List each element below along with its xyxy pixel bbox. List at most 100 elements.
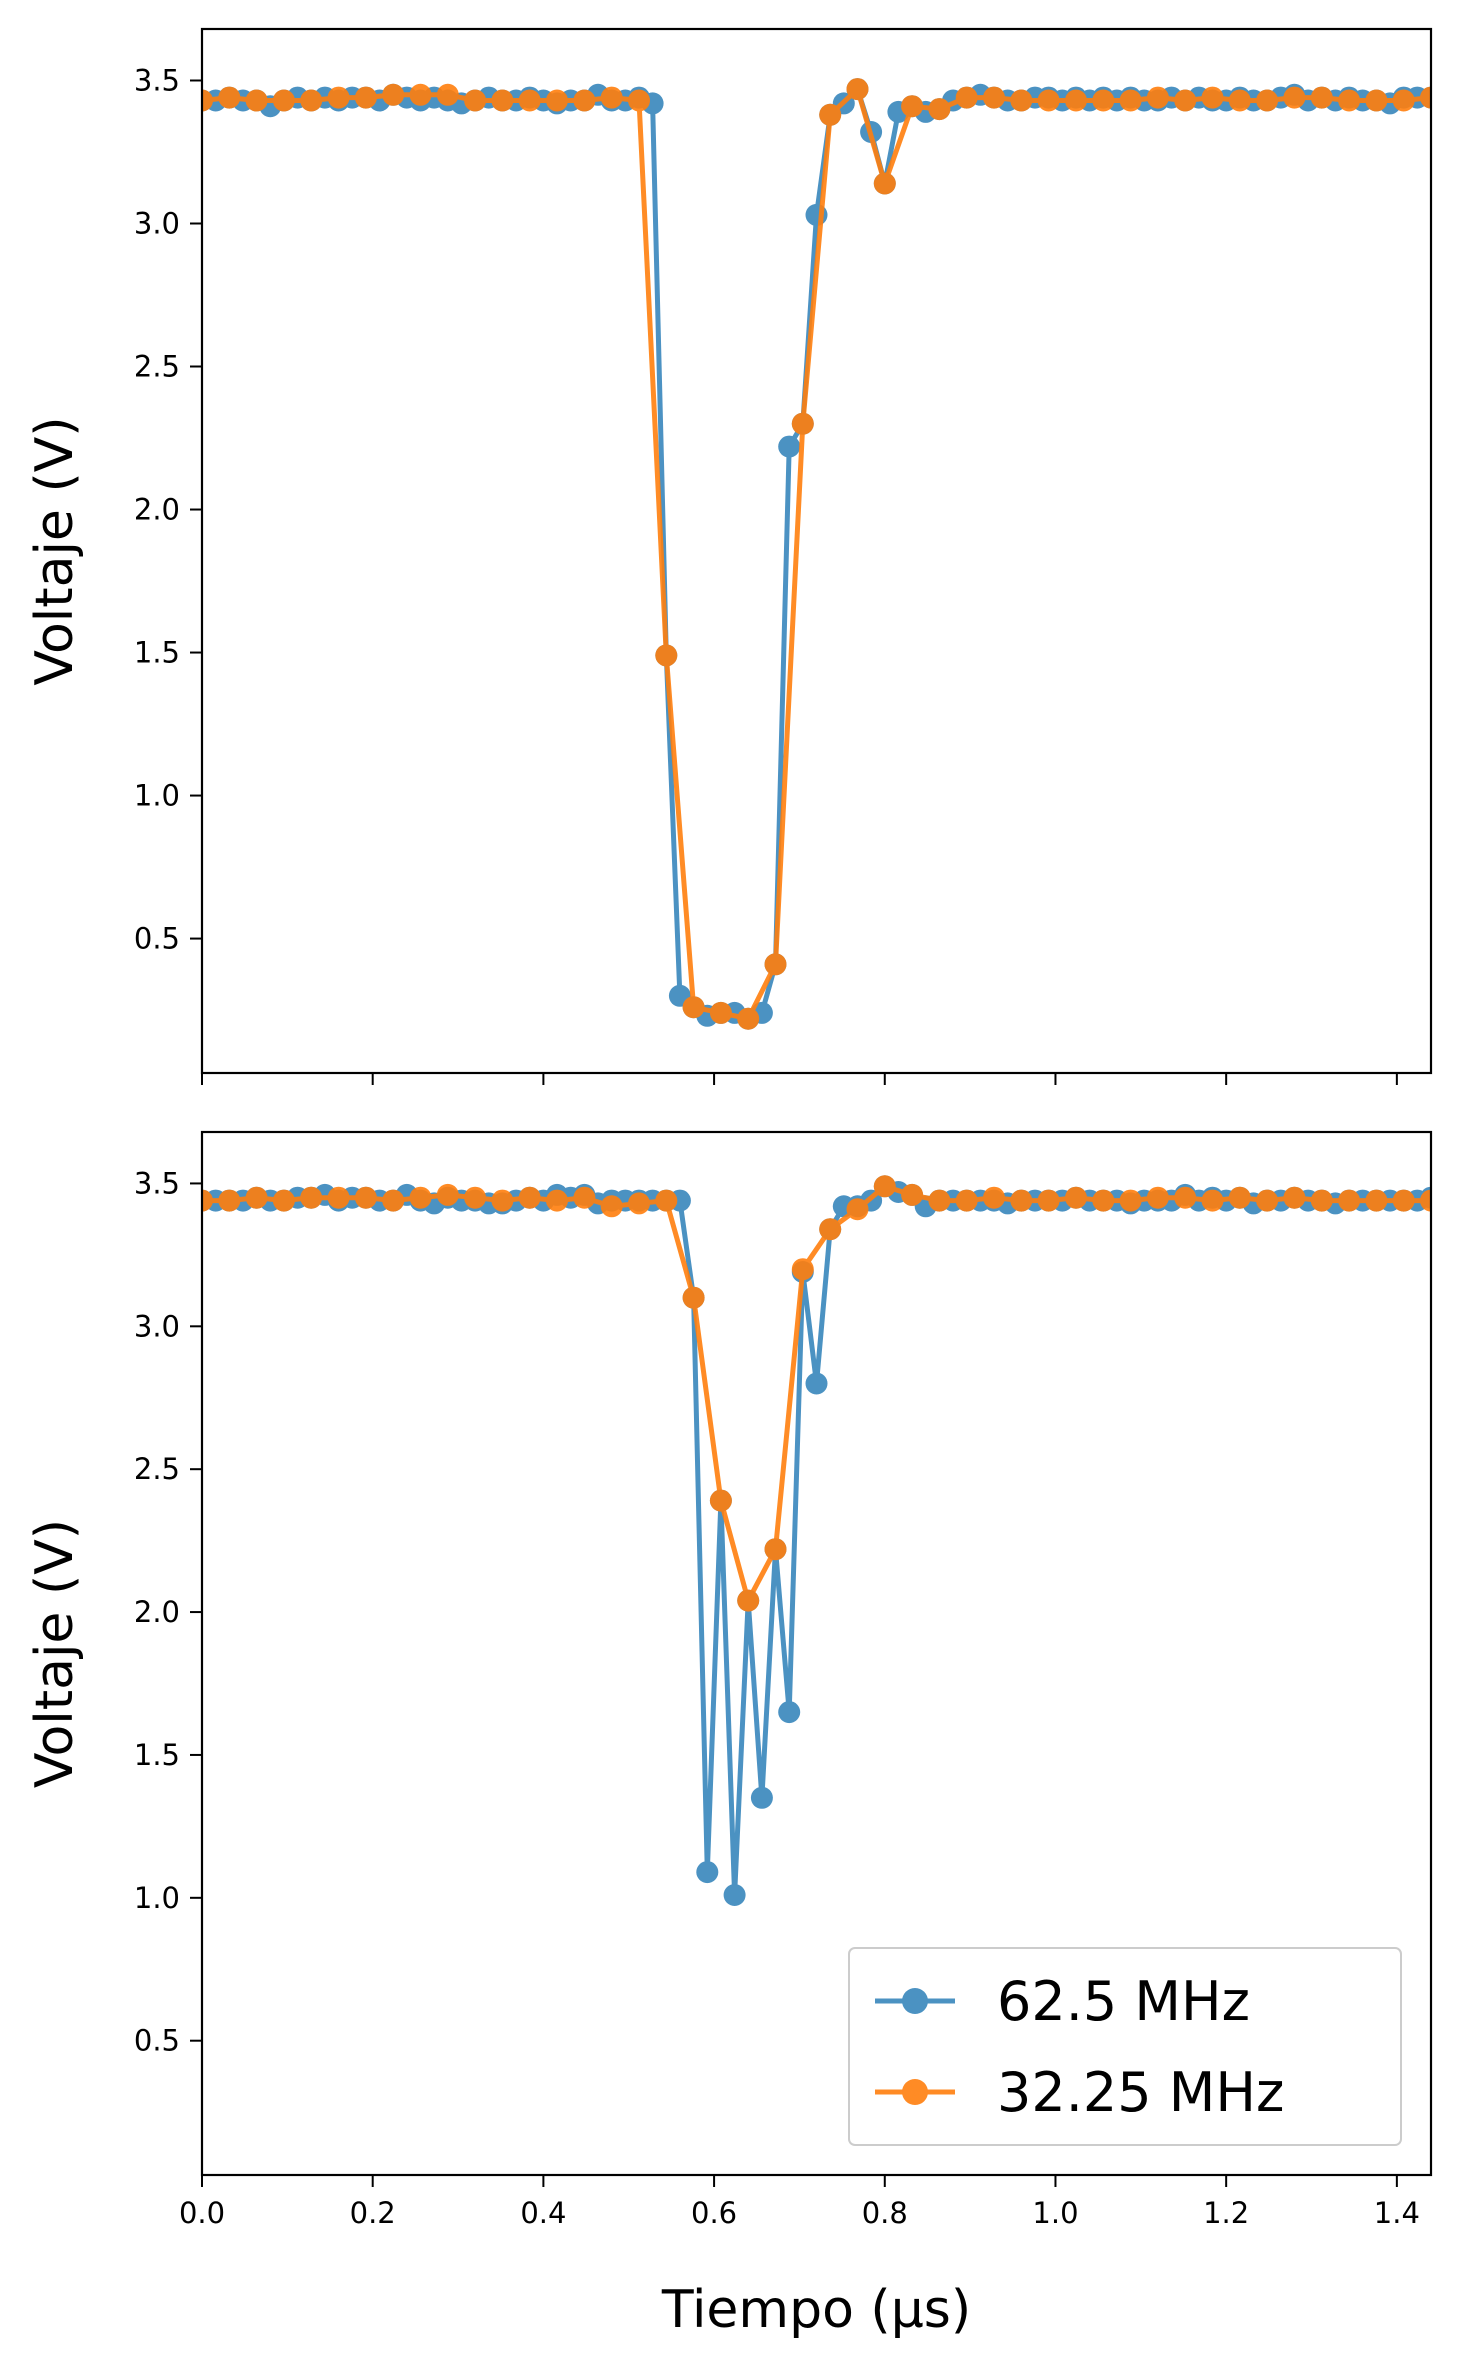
series-line	[202, 1183, 1431, 1898]
data-point	[600, 86, 623, 109]
data-point	[245, 89, 268, 112]
series-1	[202, 78, 1431, 1030]
data-point	[300, 1186, 323, 1209]
data-point	[791, 1258, 814, 1281]
data-point	[491, 1189, 514, 1212]
data-point	[709, 1001, 732, 1024]
data-point	[218, 1189, 241, 1212]
data-point	[202, 1189, 213, 1212]
series-line	[202, 86, 1431, 1022]
data-point	[518, 1186, 541, 1209]
plot-area	[202, 78, 1431, 1030]
data-point	[955, 1189, 978, 1212]
data-point	[709, 1489, 732, 1512]
series-line	[202, 1183, 1431, 1604]
data-point	[819, 103, 842, 126]
data-point	[1010, 89, 1033, 112]
x-axis-label: Tiempo (μs)	[661, 2280, 971, 2340]
y-tick-label: 3.0	[134, 206, 180, 240]
data-point	[272, 89, 295, 112]
legend-box	[848, 1947, 1402, 2146]
data-point	[1283, 86, 1306, 109]
data-point	[750, 1786, 773, 1809]
series-2	[202, 78, 1431, 1030]
data-point	[1119, 89, 1142, 112]
data-point	[1338, 1189, 1361, 1212]
x-tick-label: 0.6	[691, 2196, 737, 2230]
y-tick-label: 3.0	[134, 1309, 180, 1343]
x-tick-label: 1.0	[1032, 2196, 1078, 2230]
legend: 62.5 MHz 32.25 MHz	[848, 1947, 1402, 2146]
data-point	[655, 644, 678, 667]
data-point	[1283, 1186, 1306, 1209]
data-point	[1392, 1189, 1415, 1212]
data-point	[955, 86, 978, 109]
data-point	[382, 83, 405, 106]
data-point	[573, 89, 596, 112]
x-tick-label: 1.2	[1203, 2196, 1249, 2230]
y-axis-label: Voltaje (V)	[25, 416, 85, 685]
data-point	[1392, 89, 1415, 112]
data-point	[901, 95, 924, 118]
data-point	[628, 89, 650, 112]
data-point	[778, 1701, 801, 1724]
y-tick-label: 3.5	[134, 1166, 180, 1200]
data-point	[928, 1189, 951, 1212]
data-point	[491, 89, 514, 112]
data-point	[873, 172, 896, 195]
data-point	[382, 1189, 405, 1212]
data-point	[1365, 89, 1388, 112]
data-point	[202, 89, 213, 112]
plot-area	[202, 1175, 1431, 1906]
data-point	[354, 86, 377, 109]
data-point	[1146, 1186, 1169, 1209]
y-axis-label: Voltaje (V)	[25, 1519, 85, 1788]
panel-1: 0.5 1.0 1.5 2.0 2.5 3.0 3.5 Voltaje (V)	[25, 27, 1433, 1085]
data-point	[300, 89, 323, 112]
series-1	[202, 1175, 1431, 1906]
legend-entry	[875, 1988, 955, 2014]
data-point	[1201, 1189, 1224, 1212]
data-point	[846, 78, 869, 101]
data-point	[354, 1186, 377, 1209]
data-point	[1420, 1189, 1431, 1212]
data-point	[464, 89, 487, 112]
data-point	[737, 1007, 760, 1030]
data-point	[600, 1195, 623, 1218]
data-point	[1365, 1189, 1388, 1212]
data-point	[764, 953, 787, 976]
data-point	[928, 98, 951, 121]
data-point	[1256, 89, 1279, 112]
data-point	[1146, 86, 1169, 109]
data-point	[723, 1884, 746, 1906]
y-tick-label: 2.5	[134, 1452, 180, 1486]
data-point	[1037, 1189, 1060, 1212]
data-point	[805, 1372, 828, 1395]
data-point	[409, 1186, 432, 1209]
data-point	[764, 1538, 787, 1561]
data-point	[628, 1192, 650, 1215]
data-point	[655, 1189, 678, 1212]
y-tick-label: 2.0	[134, 1595, 180, 1629]
y-tick-label: 1.5	[134, 636, 180, 670]
data-point	[1119, 1189, 1142, 1212]
y-tick-label: 0.5	[134, 2024, 180, 2058]
x-tick-label: 0.8	[862, 2196, 908, 2230]
data-point	[464, 1186, 487, 1209]
data-point	[1037, 89, 1060, 112]
data-point	[1174, 1186, 1197, 1209]
data-point	[1065, 1186, 1087, 1209]
legend-marker	[902, 2079, 928, 2105]
y-tick-label: 1.5	[134, 1738, 180, 1772]
data-point	[1256, 1189, 1279, 1212]
data-point	[682, 996, 705, 1019]
axes-frame	[200, 1130, 1433, 2177]
data-point	[327, 86, 350, 109]
x-tick-label: 0.4	[520, 2196, 566, 2230]
data-point	[1310, 1189, 1333, 1212]
data-point	[696, 1861, 719, 1884]
data-point	[1010, 1189, 1033, 1212]
data-point	[1092, 1189, 1115, 1212]
data-point	[1201, 86, 1224, 109]
